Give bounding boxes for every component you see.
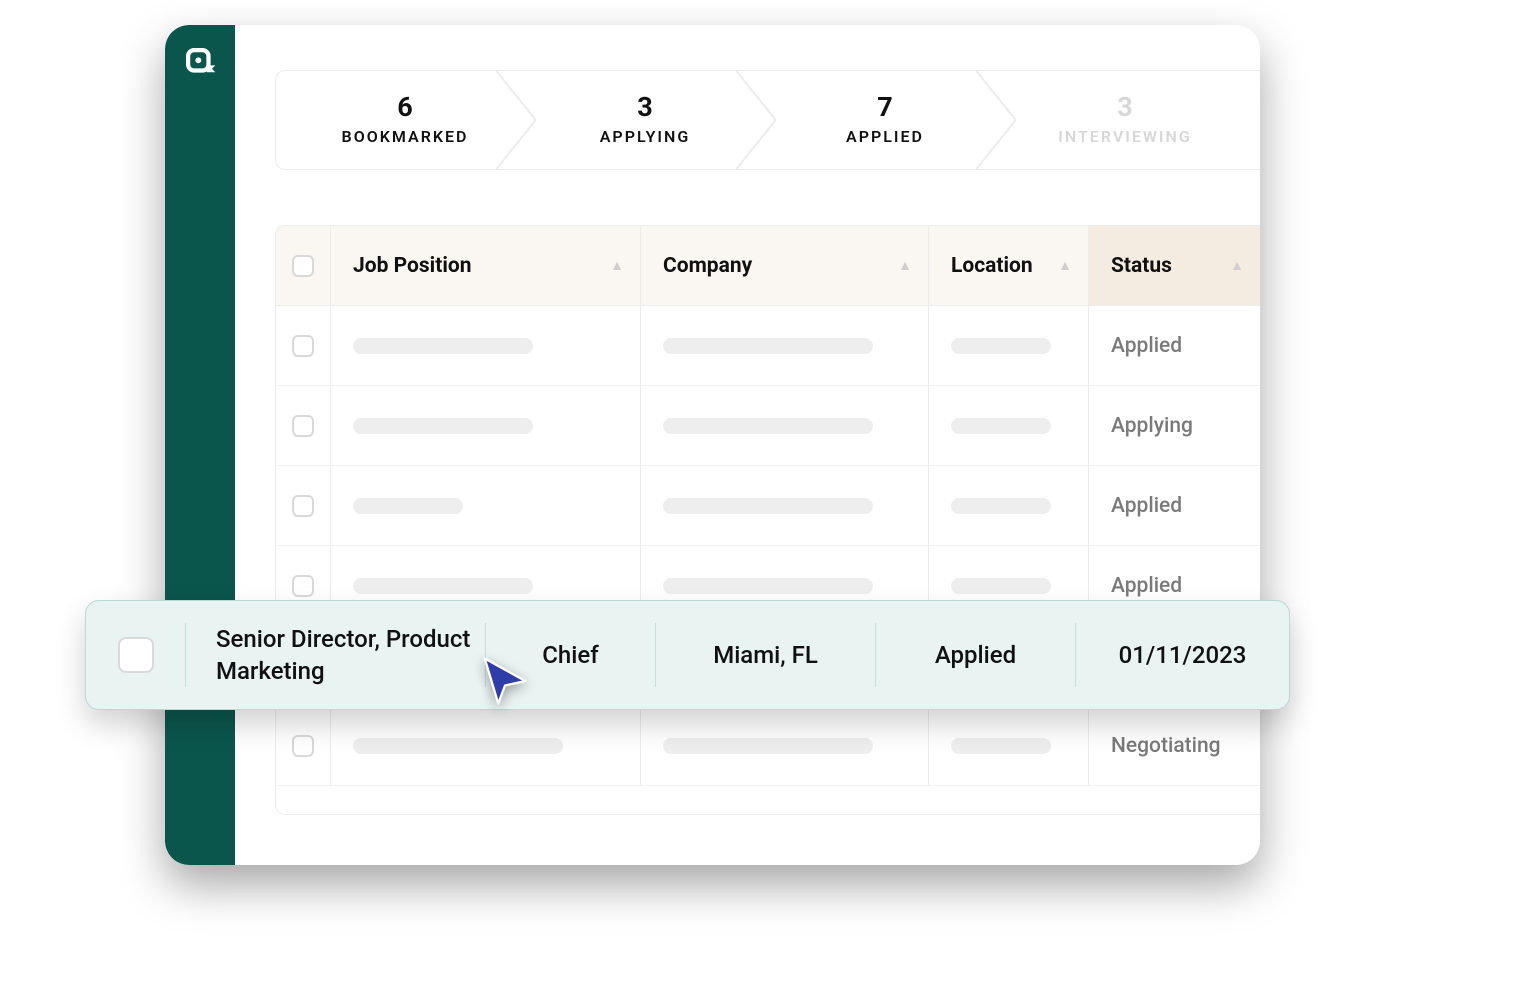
jobs-table: Job Position ▲ Company ▲ Location ▲ Stat… <box>275 225 1260 815</box>
placeholder <box>353 338 533 354</box>
header-status[interactable]: Status ▲ <box>1089 226 1260 305</box>
stage-applied[interactable]: 7 APPLIED <box>756 71 996 169</box>
header-company[interactable]: Company ▲ <box>641 226 929 305</box>
app-logo-icon <box>183 45 217 79</box>
placeholder <box>951 498 1051 514</box>
header-label: Job Position <box>353 254 472 278</box>
header-location[interactable]: Location ▲ <box>929 226 1089 305</box>
placeholder <box>353 578 533 594</box>
row-location: Miami, FL <box>656 623 876 687</box>
sort-icon: ▲ <box>898 257 912 274</box>
date-value: 01/11/2023 <box>1119 641 1247 669</box>
stage-label: INTERVIEWING <box>1058 127 1191 146</box>
chevron-icon <box>734 71 778 169</box>
select-all-checkbox[interactable] <box>292 255 314 277</box>
status-value: Applied <box>1111 574 1182 598</box>
table-header: Job Position ▲ Company ▲ Location ▲ Stat… <box>276 226 1260 306</box>
row-date: 01/11/2023 <box>1076 623 1289 687</box>
sort-icon: ▲ <box>610 257 624 274</box>
stage-count: 6 <box>397 94 413 121</box>
row-checkbox-cell <box>86 623 186 687</box>
app-card: 6 BOOKMARKED 3 APPLYING 7 APPLIED 3 INTE… <box>165 25 1260 865</box>
placeholder <box>951 578 1051 594</box>
highlighted-row[interactable]: Senior Director, Product Marketing Chief… <box>85 600 1290 710</box>
table-row[interactable]: Negotiating <box>276 706 1260 786</box>
status-value: Applied <box>1111 334 1182 358</box>
placeholder <box>663 578 873 594</box>
placeholder <box>353 418 533 434</box>
table-row[interactable]: Applying <box>276 386 1260 466</box>
stage-interviewing[interactable]: 3 INTERVIEWING <box>996 71 1236 169</box>
row-checkbox[interactable] <box>292 575 314 597</box>
stage-count: 3 <box>637 94 653 121</box>
header-label: Status <box>1111 254 1172 278</box>
placeholder <box>951 338 1051 354</box>
row-status: Applied <box>876 623 1076 687</box>
table-body: Applied Applying Applied A <box>276 306 1260 786</box>
sidebar <box>165 25 235 865</box>
row-checkbox[interactable] <box>292 335 314 357</box>
row-checkbox[interactable] <box>292 495 314 517</box>
location-value: Miami, FL <box>713 641 818 669</box>
row-checkbox[interactable] <box>292 735 314 757</box>
position-value: Senior Director, Product Marketing <box>216 623 485 688</box>
company-value: Chief <box>542 641 598 669</box>
sort-icon: ▲ <box>1058 257 1072 274</box>
row-position: Senior Director, Product Marketing <box>186 623 486 687</box>
status-value: Applying <box>1111 414 1193 438</box>
placeholder <box>951 738 1051 754</box>
stage-count: 3 <box>1117 94 1133 121</box>
stage-bookmarked[interactable]: 6 BOOKMARKED <box>276 71 516 169</box>
placeholder <box>951 418 1051 434</box>
stage-label: APPLYING <box>600 127 691 146</box>
placeholder <box>663 738 873 754</box>
row-checkbox[interactable] <box>292 415 314 437</box>
placeholder <box>663 418 873 434</box>
header-checkbox-cell <box>276 226 331 305</box>
chevron-icon <box>494 71 538 169</box>
header-position[interactable]: Job Position ▲ <box>331 226 641 305</box>
stage-count: 7 <box>877 94 893 121</box>
status-value: Applied <box>1111 494 1182 518</box>
placeholder <box>663 338 873 354</box>
row-checkbox[interactable] <box>118 637 154 673</box>
placeholder <box>353 738 563 754</box>
stage-label: APPLIED <box>846 127 924 146</box>
chevron-icon <box>974 71 1018 169</box>
table-row[interactable]: Applied <box>276 306 1260 386</box>
sort-icon: ▲ <box>1230 257 1244 274</box>
header-label: Company <box>663 254 752 278</box>
cursor-icon <box>478 654 532 708</box>
table-row[interactable]: Applied <box>276 466 1260 546</box>
stage-applying[interactable]: 3 APPLYING <box>516 71 756 169</box>
header-label: Location <box>951 254 1033 278</box>
placeholder <box>353 498 463 514</box>
status-value: Applied <box>935 641 1016 669</box>
pipeline-stages: 6 BOOKMARKED 3 APPLYING 7 APPLIED 3 INTE… <box>275 70 1260 170</box>
placeholder <box>663 498 873 514</box>
status-value: Negotiating <box>1111 734 1221 758</box>
stage-label: BOOKMARKED <box>342 127 469 146</box>
